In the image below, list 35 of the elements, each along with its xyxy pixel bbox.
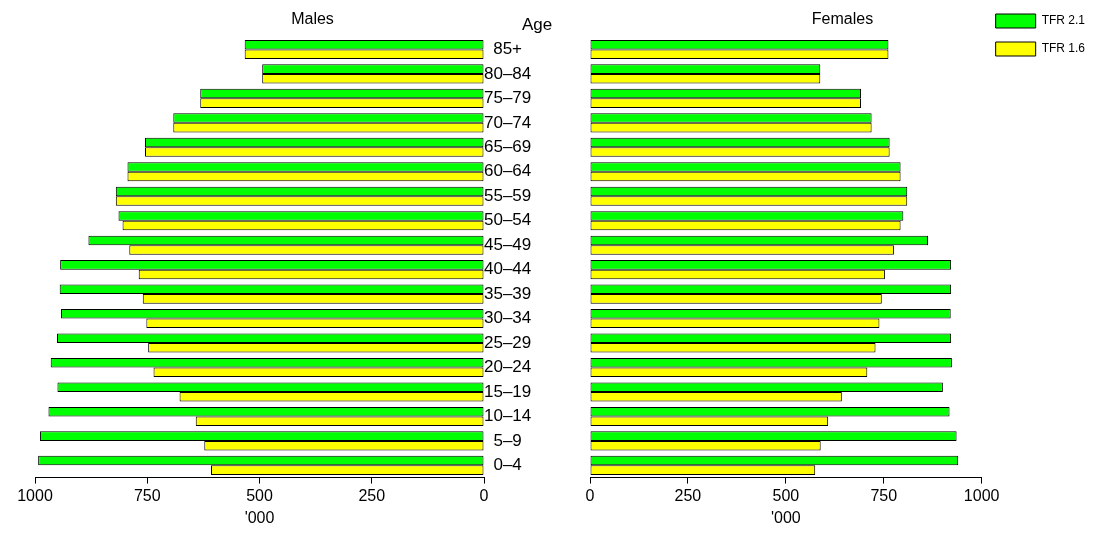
y-tick-label: 80–84 — [484, 63, 532, 83]
y-tick-label: 65–69 — [484, 136, 532, 156]
x-tick-label: 0 — [479, 486, 489, 504]
y-tick-label: 60–64 — [484, 161, 532, 181]
x-tick-label: 750 — [133, 486, 161, 504]
x-tick-label: 500 — [246, 486, 273, 504]
y-tick-label: 45–49 — [484, 234, 532, 254]
y-tick-label: 35–39 — [484, 283, 532, 303]
x-tick-label: 500 — [772, 486, 800, 504]
y-tick-label: 55–59 — [484, 185, 532, 205]
y-tick-label: 10–14 — [484, 406, 532, 426]
x-axis-title: '000 — [244, 508, 275, 526]
y-tick-label: 75–79 — [484, 88, 532, 108]
x-axis-title: '000 — [770, 508, 801, 526]
legend-label: TFR 2.1 — [1041, 13, 1086, 28]
x-tick-label: 250 — [674, 486, 702, 504]
y-tick-label: 85+ — [493, 39, 523, 59]
legend-label: TFR 1.6 — [1041, 41, 1086, 56]
x-tick-label: 250 — [358, 486, 386, 504]
y-tick-label: 70–74 — [484, 112, 532, 132]
x-tick-label: 0 — [585, 486, 595, 504]
x-tick-label: 750 — [870, 486, 898, 504]
y-tick-label: 30–34 — [484, 308, 532, 328]
x-tick-label: 1000 — [17, 486, 53, 504]
chart-title: Males — [291, 10, 334, 28]
x-tick-label: 1000 — [963, 486, 1000, 504]
y-tick-label: 5–9 — [493, 430, 522, 450]
chart-title: Females — [811, 10, 874, 28]
y-axis-title: Age — [521, 14, 553, 34]
y-tick-label: 20–24 — [484, 357, 532, 377]
y-tick-label: 25–29 — [484, 332, 532, 352]
y-tick-label: 15–19 — [484, 381, 532, 401]
y-tick-label: 0–4 — [493, 455, 522, 475]
y-tick-label: 50–54 — [484, 210, 532, 230]
y-tick-label: 40–44 — [484, 259, 532, 279]
